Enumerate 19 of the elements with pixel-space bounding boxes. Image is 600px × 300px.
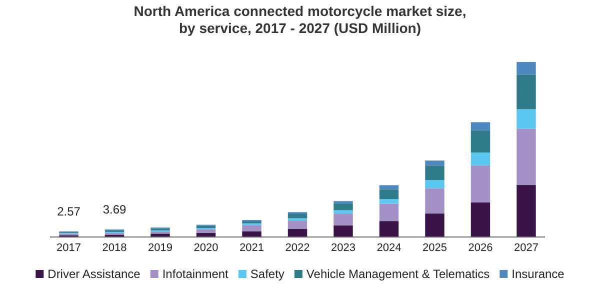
x-tick-label: 2027: [514, 242, 538, 254]
x-tick-label: 2017: [56, 242, 81, 254]
x-tick-label: 2018: [102, 242, 127, 254]
legend-label: Driver Assistance: [48, 267, 141, 281]
x-tick-label: 2021: [240, 242, 264, 254]
x-tick-label: 2024: [376, 242, 402, 254]
annotation: 3.69: [102, 202, 127, 216]
legend-label: Vehicle Management & Telematics: [306, 267, 490, 281]
legend-label: Safety: [250, 267, 284, 281]
annotation: 2.57: [57, 204, 81, 218]
x-tick-label: 2023: [331, 242, 356, 254]
x-tick-label: 2026: [468, 242, 493, 254]
legend-label: Infotainment: [162, 267, 230, 281]
legend-label: Insurance: [512, 267, 565, 281]
x-tick-label: 2019: [148, 242, 172, 254]
x-tick-label: 2022: [285, 242, 310, 254]
chart-title: North America connected motorcycle market size, by service, 2017 - 2027 (USD Million): [134, 3, 466, 36]
x-tick-label: 2025: [422, 242, 447, 254]
x-tick-label: 2020: [194, 242, 218, 254]
